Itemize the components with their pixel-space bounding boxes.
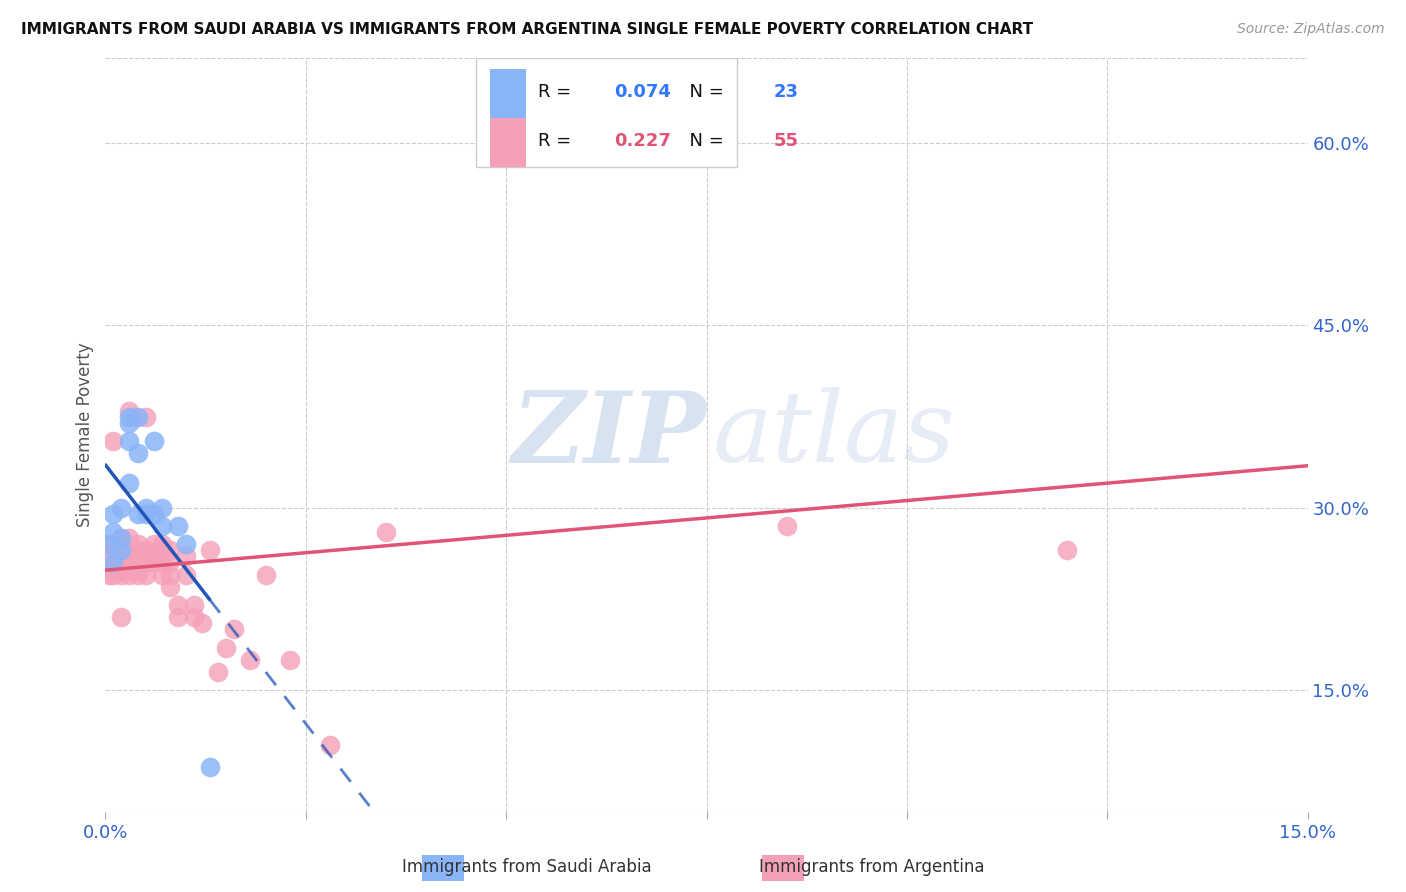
Point [166, 598, 188, 612]
Point [98, 567, 121, 582]
Point [150, 567, 173, 582]
Point [198, 760, 221, 774]
Point [103, 567, 125, 582]
Point [150, 500, 173, 515]
Point [174, 567, 197, 582]
Point [222, 623, 245, 637]
Point [127, 446, 149, 460]
Point [103, 507, 125, 521]
Point [142, 507, 165, 521]
Point [142, 549, 165, 564]
Y-axis label: Single Female Poverty: Single Female Poverty [76, 343, 94, 527]
Point [142, 434, 165, 448]
Text: 55: 55 [773, 132, 799, 150]
Point [207, 665, 229, 679]
Point [183, 610, 205, 624]
Point [103, 556, 125, 570]
Point [575, 136, 598, 150]
Point [183, 598, 205, 612]
Point [135, 500, 157, 515]
Text: 23: 23 [773, 83, 799, 101]
Text: ZIP: ZIP [512, 386, 707, 483]
Point [135, 507, 157, 521]
Point [142, 556, 165, 570]
Point [118, 556, 141, 570]
Bar [491, 70, 526, 119]
Point [97, 537, 120, 551]
Point [118, 476, 141, 491]
Point [103, 525, 125, 540]
Text: 0.074: 0.074 [614, 83, 671, 101]
Point [110, 531, 132, 545]
Point [150, 519, 173, 533]
Point [110, 610, 132, 624]
Point [166, 610, 188, 624]
Point [98, 537, 121, 551]
Text: IMMIGRANTS FROM SAUDI ARABIA VS IMMIGRANTS FROM ARGENTINA SINGLE FEMALE POVERTY : IMMIGRANTS FROM SAUDI ARABIA VS IMMIGRAN… [21, 22, 1033, 37]
Text: 0.227: 0.227 [614, 132, 671, 150]
Point [254, 567, 277, 582]
Point [127, 567, 149, 582]
Point [159, 543, 181, 558]
Point [110, 549, 132, 564]
Point [319, 738, 342, 752]
Point [135, 556, 157, 570]
Point [198, 543, 221, 558]
Point [239, 653, 262, 667]
Bar [491, 119, 526, 168]
Point [142, 537, 165, 551]
Point [150, 537, 173, 551]
Point [135, 409, 157, 424]
Text: Source: ZipAtlas.com: Source: ZipAtlas.com [1237, 22, 1385, 37]
Text: R =: R = [538, 83, 578, 101]
Point [118, 409, 141, 424]
Point [103, 556, 125, 570]
Point [103, 543, 125, 558]
Text: R =: R = [538, 132, 578, 150]
Point [776, 519, 799, 533]
Point [150, 543, 173, 558]
Point [110, 531, 132, 545]
Point [150, 556, 173, 570]
Point [135, 567, 157, 582]
Point [166, 519, 188, 533]
Text: N =: N = [678, 132, 730, 150]
Point [159, 567, 181, 582]
Point [110, 543, 132, 558]
Point [174, 549, 197, 564]
Point [278, 653, 301, 667]
Point [127, 409, 149, 424]
Point [127, 556, 149, 570]
Point [159, 580, 181, 594]
Point [127, 543, 149, 558]
Text: N =: N = [678, 83, 730, 101]
FancyBboxPatch shape [475, 58, 737, 168]
Point [118, 549, 141, 564]
Text: Immigrants from Argentina: Immigrants from Argentina [759, 858, 984, 876]
Text: atlas: atlas [713, 387, 955, 483]
Point [159, 556, 181, 570]
Point [118, 416, 141, 430]
Point [100, 549, 122, 564]
Point [118, 403, 141, 417]
Point [127, 507, 149, 521]
Text: Immigrants from Saudi Arabia: Immigrants from Saudi Arabia [402, 858, 652, 876]
Point [118, 567, 141, 582]
Point [190, 616, 212, 631]
Point [118, 531, 141, 545]
Point [118, 434, 141, 448]
Point [110, 561, 132, 575]
Point [127, 537, 149, 551]
Point [374, 525, 398, 540]
Point [214, 640, 236, 655]
Point [103, 434, 125, 448]
Point [110, 567, 132, 582]
Point [135, 543, 157, 558]
Point [1056, 543, 1078, 558]
Point [174, 537, 197, 551]
Point [110, 500, 132, 515]
